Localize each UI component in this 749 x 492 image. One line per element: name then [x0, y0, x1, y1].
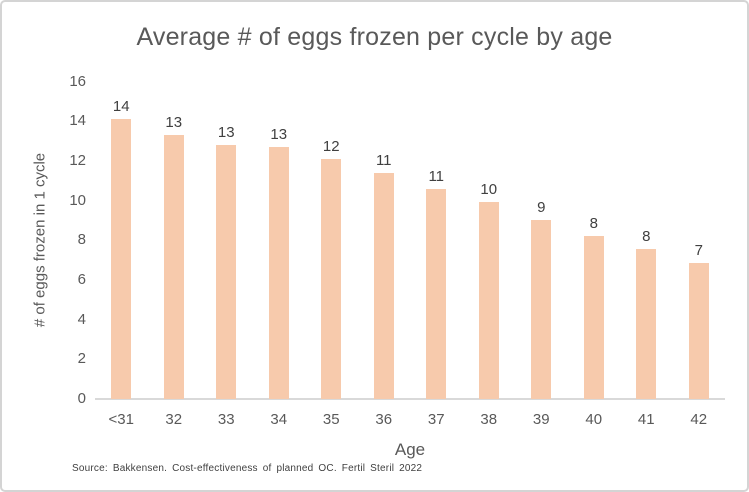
bar-value-label: 12: [322, 137, 340, 155]
bar-value-label: 11: [375, 151, 392, 169]
x-tick-label: 34: [270, 411, 288, 428]
x-tick-label: 41: [637, 411, 655, 428]
source-note: Source: Bakkensen. Cost-effectiveness of…: [72, 463, 423, 474]
x-axis-line: [95, 398, 725, 400]
bar: [268, 146, 289, 399]
bar: [163, 135, 184, 399]
x-tick-label: 33: [217, 411, 235, 428]
bar: [111, 119, 132, 399]
bar: [583, 236, 604, 399]
y-tick-label: 6: [77, 270, 86, 288]
bar-value-label: 10: [480, 180, 498, 198]
bar-value-label: 13: [270, 125, 288, 143]
bar: [321, 158, 342, 399]
bar-value-label: 11: [428, 167, 445, 185]
bar-value-label: 8: [642, 228, 651, 246]
x-tick-label: 42: [690, 411, 708, 428]
y-tick-label: 8: [77, 231, 86, 249]
x-tick-label: 39: [532, 411, 550, 428]
y-tick-label: 2: [77, 350, 86, 368]
bar-value-label: 13: [217, 124, 235, 141]
y-tick-label: 4: [77, 310, 86, 328]
bar: [531, 220, 552, 399]
y-tick-label: 16: [69, 72, 86, 90]
bar-value-label: 8: [589, 215, 598, 233]
x-tick-label: 32: [165, 411, 183, 428]
bar-value-label: 7: [694, 242, 703, 260]
x-tick-label: <31: [108, 411, 134, 428]
y-tick-label: 14: [69, 112, 86, 130]
y-tick-label: 0: [77, 390, 86, 407]
chart-title: Average # of eggs frozen per cycle by ag…: [136, 23, 613, 51]
x-tick-label: 40: [585, 411, 603, 428]
x-tick-label: 36: [375, 411, 393, 428]
x-axis-title: Age: [394, 440, 426, 459]
bar: [478, 201, 499, 399]
bar-value-label: 13: [165, 114, 183, 132]
x-tick-label: 38: [480, 411, 498, 428]
bar: [216, 145, 237, 399]
bar: [688, 263, 709, 399]
y-tick-label: 12: [69, 151, 86, 169]
bar: [636, 249, 657, 399]
x-tick-label: 35: [322, 411, 340, 428]
x-tick-label: 37: [427, 411, 445, 428]
bar: [373, 172, 394, 399]
bar-value-label: 9: [537, 199, 546, 217]
bar: [426, 188, 447, 399]
y-tick-label: 10: [69, 191, 86, 209]
bar-value-label: 14: [112, 98, 130, 116]
